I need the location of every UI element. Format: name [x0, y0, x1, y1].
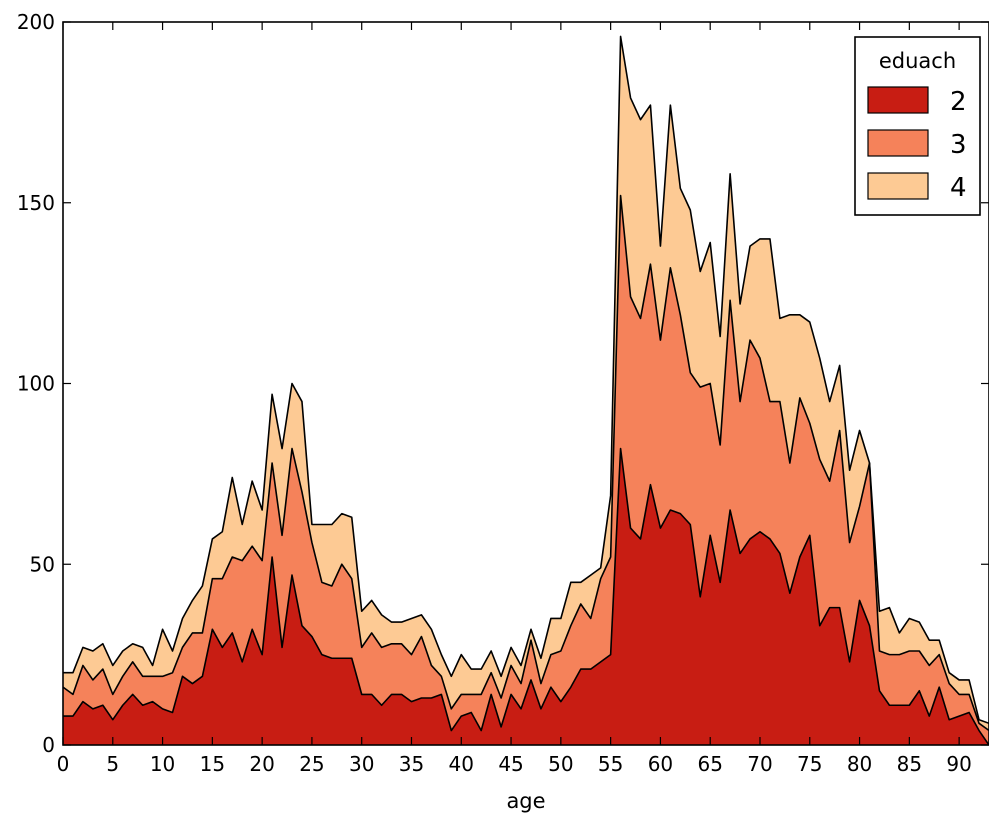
series-line-3 — [62, 194, 989, 732]
y-axis-ticks: 0 50 100 150 200 — [17, 10, 989, 757]
x-tick-label: 85 — [897, 752, 922, 776]
area-series-4 — [63, 36, 989, 731]
area-series-3 — [63, 195, 989, 745]
y-tick-label: 100 — [17, 372, 55, 396]
area-layers — [63, 36, 989, 745]
x-tick-label: 25 — [299, 752, 324, 776]
x-tick-label: 55 — [598, 752, 623, 776]
x-tick-label: 60 — [648, 752, 673, 776]
y-tick-label: 150 — [17, 191, 55, 215]
legend-swatch-2 — [867, 86, 929, 114]
series-line-4 — [63, 35, 989, 725]
legend: eduach 2 3 4 — [854, 36, 981, 216]
x-tick-label: 20 — [249, 752, 274, 776]
legend-swatch-4 — [867, 172, 929, 200]
x-tick-label: 80 — [847, 752, 872, 776]
x-tick-label: 45 — [498, 752, 523, 776]
legend-label-2: 2 — [950, 87, 967, 117]
x-axis-label: age — [506, 789, 545, 813]
legend-label-3: 3 — [950, 130, 967, 160]
x-tick-label: 75 — [797, 752, 822, 776]
x-tick-label: 65 — [697, 752, 722, 776]
x-tick-label: 40 — [449, 752, 474, 776]
x-tick-label: 15 — [200, 752, 225, 776]
x-axis-ticks: 0 5 10 15 20 25 30 35 40 45 50 55 60 65 70 75 80 85 90 — [57, 22, 972, 776]
x-tick-label: 90 — [946, 752, 971, 776]
x-tick-label: 50 — [548, 752, 573, 776]
x-tick-label: 35 — [399, 752, 424, 776]
x-tick-label: 70 — [747, 752, 772, 776]
series-line-2 — [63, 447, 989, 746]
legend-label-4: 4 — [950, 173, 967, 203]
y-tick-label: 50 — [30, 552, 55, 576]
legend-items: 2 3 4 — [867, 86, 967, 203]
area-series-2 — [63, 448, 989, 745]
legend-swatch-3 — [867, 129, 929, 157]
y-tick-label: 200 — [17, 10, 55, 34]
x-tick-label: 30 — [349, 752, 374, 776]
y-tick-label: 0 — [42, 733, 55, 757]
x-tick-label: 0 — [57, 752, 70, 776]
x-tick-label: 10 — [150, 752, 175, 776]
x-tick-label: 5 — [106, 752, 119, 776]
legend-title: eduach — [879, 49, 956, 73]
series-outlines — [62, 35, 989, 746]
